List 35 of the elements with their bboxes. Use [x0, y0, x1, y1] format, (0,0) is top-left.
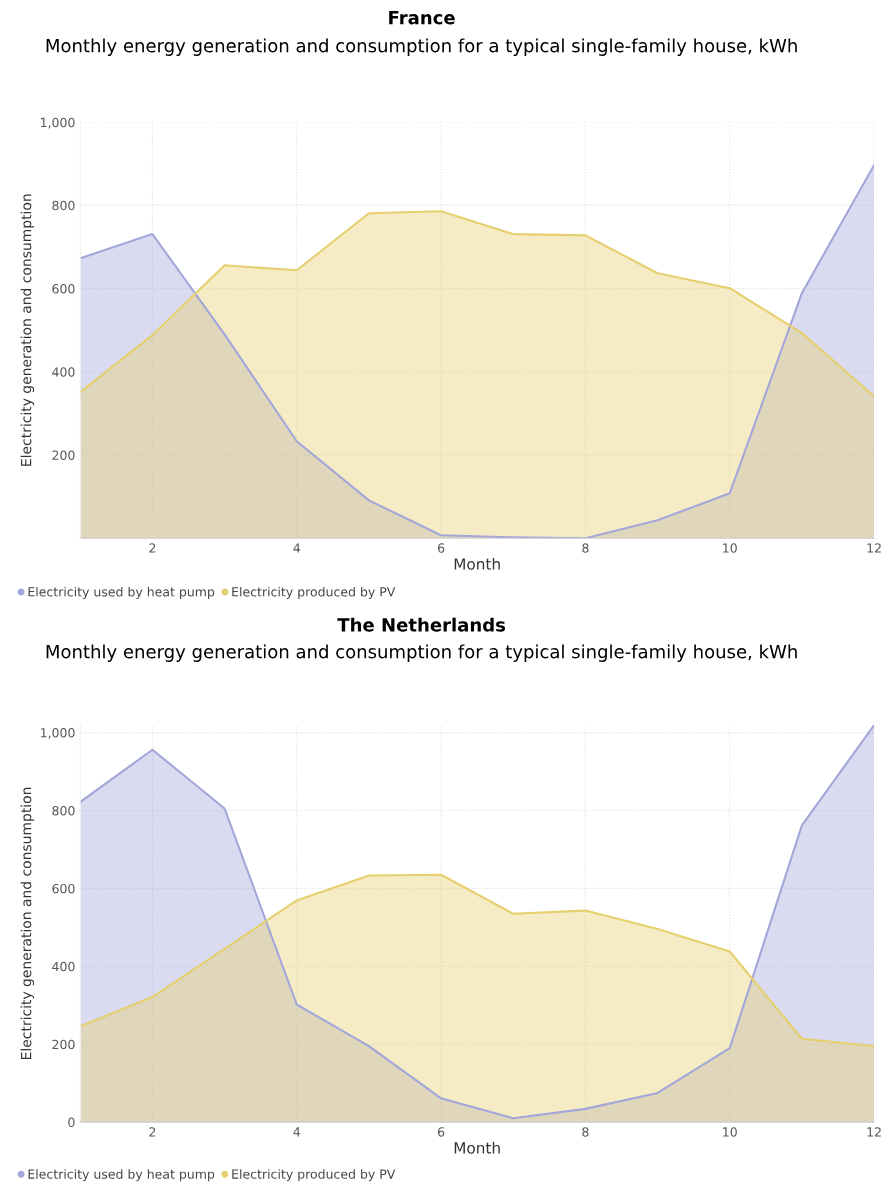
x-tick-label: 6 [437, 1127, 445, 1137]
chart-subtitle: Monthly energy generation and consumption for a typical single-family house, kWh [46, 38, 797, 56]
y-tick-label: 400 [52, 367, 75, 377]
y-tick-label: 1,000 [40, 728, 75, 739]
y-tick-label: 0 [68, 1117, 75, 1128]
x-axis-title: Month [454, 557, 500, 570]
x-tick-label: 2 [149, 543, 156, 553]
x-tick-label: 10 [723, 1127, 737, 1137]
y-tick-label: 200 [52, 1039, 75, 1050]
y-axis-title: Electricity generation and consumption [20, 194, 35, 466]
x-tick-label: 8 [582, 1127, 589, 1137]
y-tick-label: 600 [52, 284, 75, 294]
x-tick-label: 12 [867, 1127, 881, 1137]
y-tick-label: 400 [52, 961, 75, 972]
x-tick-label: 4 [293, 1127, 301, 1137]
x-tick-label: 2 [149, 1127, 156, 1137]
chart-title: The Netherlands [337, 617, 506, 632]
legend-label: Electricity produced by PV [232, 586, 396, 599]
legend-label: Electricity produced by PV [232, 1169, 396, 1182]
chart-title: France [389, 11, 455, 25]
legend-label: Electricity used by heat pump [28, 586, 215, 599]
x-tick-label: 6 [437, 543, 445, 553]
x-tick-label: 4 [293, 543, 301, 553]
legend-label: Electricity used by heat pump [28, 1169, 215, 1182]
chart-subtitle: Monthly energy generation and consumption for a typical single-family house, kWh [46, 644, 797, 662]
y-tick-label: 200 [52, 450, 75, 460]
x-tick-label: 12 [867, 543, 881, 553]
x-axis-title: Month [454, 1141, 500, 1154]
x-tick-label: 8 [582, 543, 589, 553]
y-tick-label: 800 [52, 200, 75, 211]
y-tick-label: 800 [52, 805, 75, 816]
x-tick-label: 10 [723, 543, 737, 553]
y-axis-title: Electricity generation and consumption [20, 787, 35, 1060]
y-tick-label: 600 [52, 883, 75, 894]
y-tick-label: 1,000 [40, 117, 75, 129]
